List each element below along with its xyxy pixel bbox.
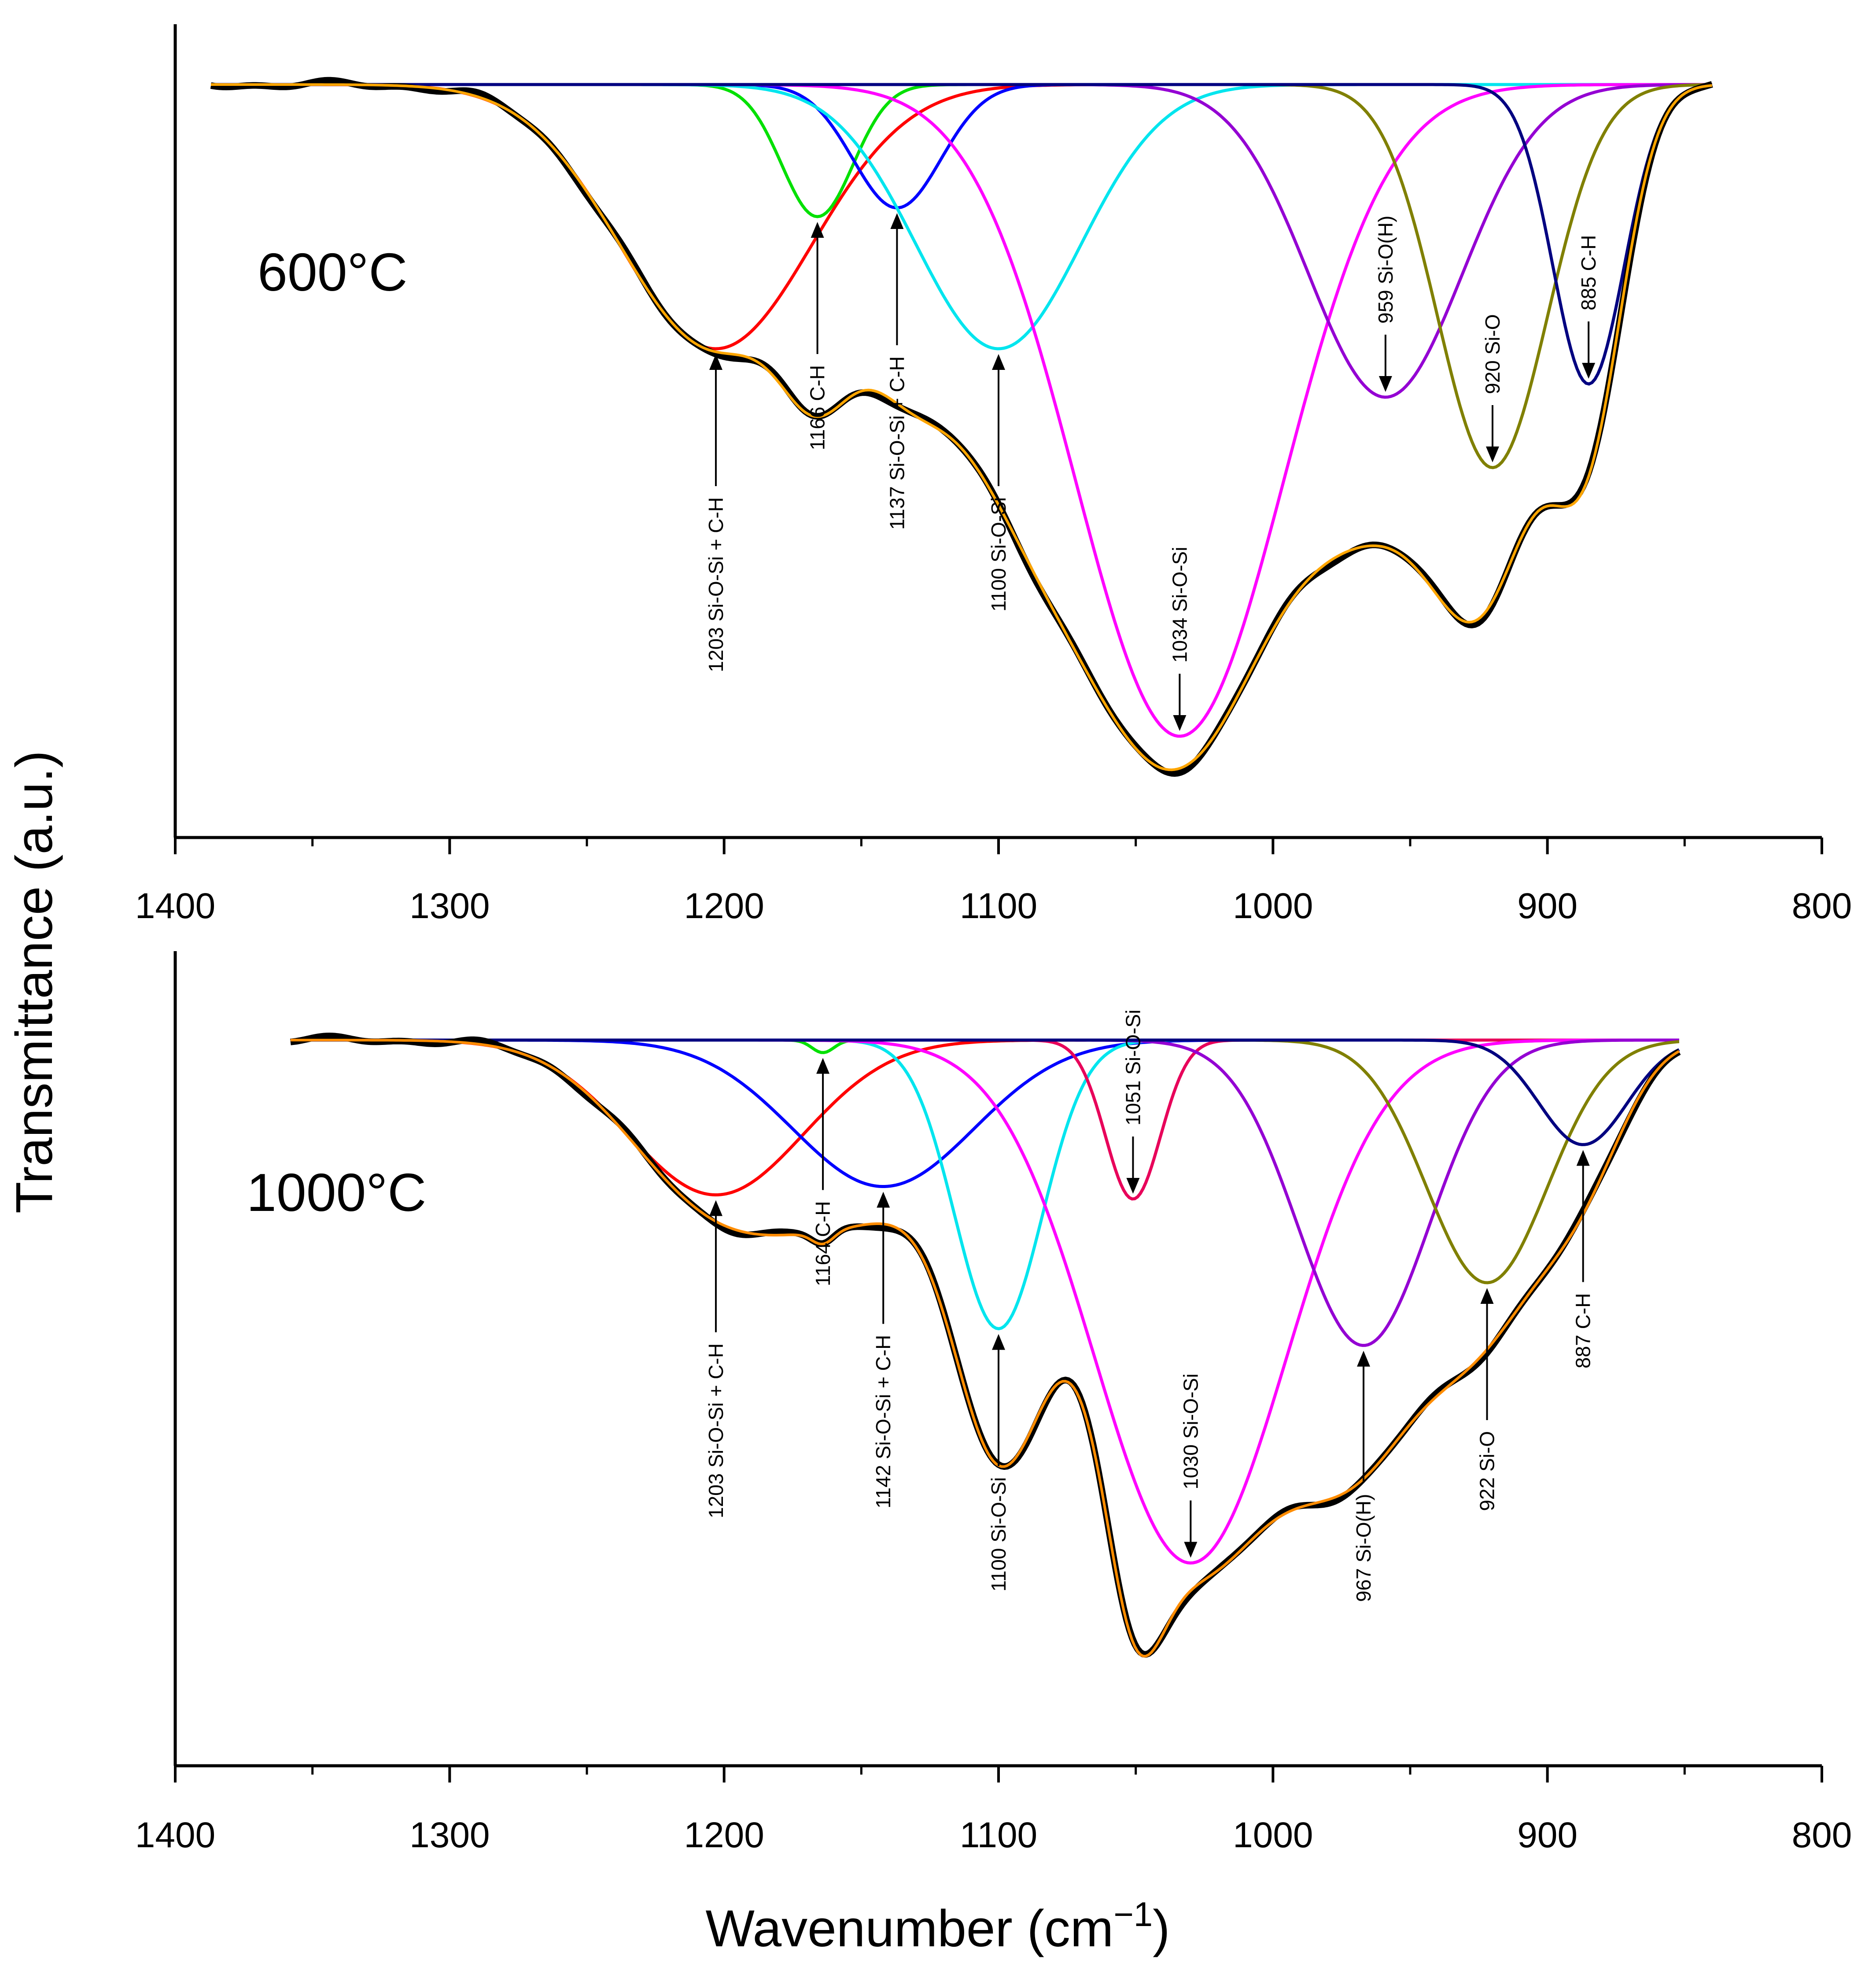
- panel-2-x-tick-label: 800: [1792, 1815, 1852, 1855]
- panel-2-peak-887-label: 887 C-H: [1572, 1293, 1595, 1369]
- panel-2-peak-1164-arrow-head: [816, 1058, 830, 1074]
- panel-1-peak-1034-arrow-head: [1173, 715, 1187, 731]
- panel-2-peak-1030-annotation: 1030 Si-O-Si: [1179, 1373, 1202, 1558]
- panel-1-peak-1137-arrow-head: [890, 213, 904, 229]
- panel-2-cumulative-fit: [290, 1039, 1680, 1657]
- panel-2-peak-887-arrow-head: [1576, 1150, 1590, 1166]
- axes-layer: 1400 1300 1200 1100 1000 900 800 600°C 1400 1300 1…: [135, 24, 1852, 1855]
- panel-2-peak-922-arrow-head: [1480, 1288, 1494, 1304]
- panel-2-x-tick-label: 1200: [684, 1815, 764, 1855]
- panel-1-peak-1166-label: 1166 C-H: [806, 365, 829, 450]
- panel-1-peak-1166-curve: [211, 83, 1712, 218]
- panel-1-x-tick-label: 1200: [684, 886, 764, 926]
- panel-2-peak-1030-label: 1030 Si-O-Si: [1179, 1373, 1202, 1489]
- panel-1-peak-1100-annotation: 1100 Si-O-Si: [987, 354, 1010, 612]
- panel-1-cumulative-fit: [211, 83, 1712, 771]
- panel-2-peak-1100-curve: [290, 1038, 1679, 1331]
- panel-2-peak-1051-label: 1051 Si-O-Si: [1121, 1010, 1144, 1126]
- panel-1-x-tick-label: 800: [1792, 886, 1852, 926]
- panel-1-peak-1137-label: 1137 Si-O-Si + C-H: [885, 356, 908, 530]
- panel-1-peak-920-label: 920 Si-O: [1481, 314, 1504, 394]
- panel-2-peak-922-label: 922 Si-O: [1476, 1431, 1499, 1511]
- panel-2-x-tick-label: 1400: [135, 1815, 215, 1855]
- panel-1-peak-1166-annotation: 1166 C-H: [806, 222, 829, 450]
- panel-1-peak-1137-curve: [211, 83, 1712, 210]
- panel-1-x-tick-label: 1100: [960, 886, 1037, 926]
- panel-2-peak-922-annotation: 922 Si-O: [1476, 1288, 1499, 1511]
- panel-2-measured-spectrum: [290, 1033, 1681, 1658]
- panel-2-peak-1203-arrow-head: [709, 1200, 722, 1216]
- panel-2-x-tick-label: 1300: [409, 1815, 490, 1855]
- panel-1-peak-1166-arrow-head: [811, 222, 824, 238]
- panel-2-peak-1100-annotation: 1100 Si-O-Si: [987, 1334, 1010, 1592]
- panel-1-peak-1203-label: 1203 Si-O-Si + C-H: [704, 497, 727, 672]
- annotations-layer: 1203 Si-O-Si + C-H 1166 C-H 1137 Si-O-Si +…: [704, 213, 1600, 1602]
- panel-1-peak-1034-annotation: 1034 Si-O-Si: [1168, 547, 1191, 731]
- panel-1-peak-1137-annotation: 1137 Si-O-Si + C-H: [885, 213, 908, 530]
- panel-2-peak-967-annotation: 967 Si-O(H): [1352, 1351, 1375, 1602]
- panel-1-measured-spectrum: [210, 77, 1713, 777]
- x-axis-title-main: Wavenumber (cm: [706, 1900, 1114, 1958]
- panel-1-peak-959-arrow-head: [1378, 376, 1392, 392]
- panel-2-peak-1164-annotation: 1164 C-H: [811, 1058, 834, 1286]
- panel-2-peak-1164-label: 1164 C-H: [811, 1201, 834, 1286]
- panel-1-peak-1100-label: 1100 Si-O-Si: [987, 497, 1010, 612]
- panel-1-x-tick-label: 900: [1517, 886, 1577, 926]
- panel-2-x-tick-label: 1000: [1233, 1815, 1313, 1855]
- panel-2-x-tick-label: 1100: [960, 1815, 1037, 1855]
- panel-2-peak-1142-annotation: 1142 Si-O-Si + C-H: [872, 1192, 895, 1509]
- panel-2-x-tick-label: 900: [1517, 1815, 1577, 1855]
- x-axis-title-exponent: −1: [1113, 1895, 1153, 1934]
- panel-2-peak-1051-arrow-head: [1126, 1178, 1140, 1194]
- panel-2-peak-887-annotation: 887 C-H: [1572, 1150, 1595, 1369]
- panel-1-x-tick-label: 1300: [409, 886, 490, 926]
- panel-2-peak-1142-label: 1142 Si-O-Si + C-H: [872, 1335, 895, 1509]
- panel-2-peak-1203-annotation: 1203 Si-O-Si + C-H: [704, 1200, 727, 1519]
- panel-2-peak-967-arrow-head: [1357, 1351, 1371, 1367]
- panel-1-x-tick-label: 1400: [135, 886, 215, 926]
- panel-1-peak-885-annotation: 885 C-H: [1577, 235, 1600, 379]
- panel-2-peak-1100-label: 1100 Si-O-Si: [987, 1477, 1010, 1592]
- panel-1-peak-920-annotation: 920 Si-O: [1481, 314, 1504, 462]
- panel-1-peak-1034-label: 1034 Si-O-Si: [1168, 547, 1191, 663]
- panel-1-peak-1100-arrow-head: [992, 354, 1005, 370]
- panel-2-peak-1142-curve: [290, 1038, 1679, 1188]
- panel-2-peak-1051-annotation: 1051 Si-O-Si: [1121, 1010, 1144, 1194]
- panel-2-peak-922-curve: [290, 1038, 1680, 1284]
- curves-layer: [210, 77, 1713, 1658]
- panel-2-peak-887-curve: [290, 1038, 1680, 1146]
- panel-1-peak-920-curve: [211, 83, 1712, 469]
- y-axis-title: Transmittance (a.u.): [5, 750, 63, 1213]
- panel-1-peak-1203-annotation: 1203 Si-O-Si + C-H: [704, 354, 727, 672]
- panel-1-temperature-label: 600°C: [258, 242, 407, 302]
- panel-2-peak-967-curve: [290, 1038, 1679, 1347]
- panel-1-peak-885-label: 885 C-H: [1577, 235, 1600, 310]
- panel-1-x-tick-label: 1000: [1233, 886, 1313, 926]
- panel-2-peak-1030-arrow-head: [1184, 1542, 1198, 1558]
- x-axis-title: Wavenumber (cm−1): [706, 1895, 1170, 1958]
- panel-1-peak-920-arrow-head: [1486, 447, 1499, 462]
- panel-1-peak-959-annotation: 959 Si-O(H): [1374, 216, 1397, 392]
- panel-2-peak-1142-arrow-head: [877, 1192, 890, 1208]
- panel-2-peak-1100-arrow-head: [992, 1334, 1005, 1350]
- panel-1-peak-1203-arrow-head: [709, 354, 722, 370]
- panel-2-temperature-label: 1000°C: [247, 1162, 426, 1222]
- x-axis-title-close: ): [1153, 1900, 1170, 1958]
- panel-1-peak-1034-curve: [211, 83, 1712, 738]
- panel-2-peak-1203-label: 1203 Si-O-Si + C-H: [704, 1343, 727, 1519]
- panel-2-peak-967-label: 967 Si-O(H): [1352, 1494, 1375, 1602]
- panel-1-peak-885-curve: [211, 83, 1713, 386]
- panel-1-peak-885-arrow-head: [1582, 363, 1596, 379]
- panel-1-peak-959-label: 959 Si-O(H): [1374, 216, 1397, 324]
